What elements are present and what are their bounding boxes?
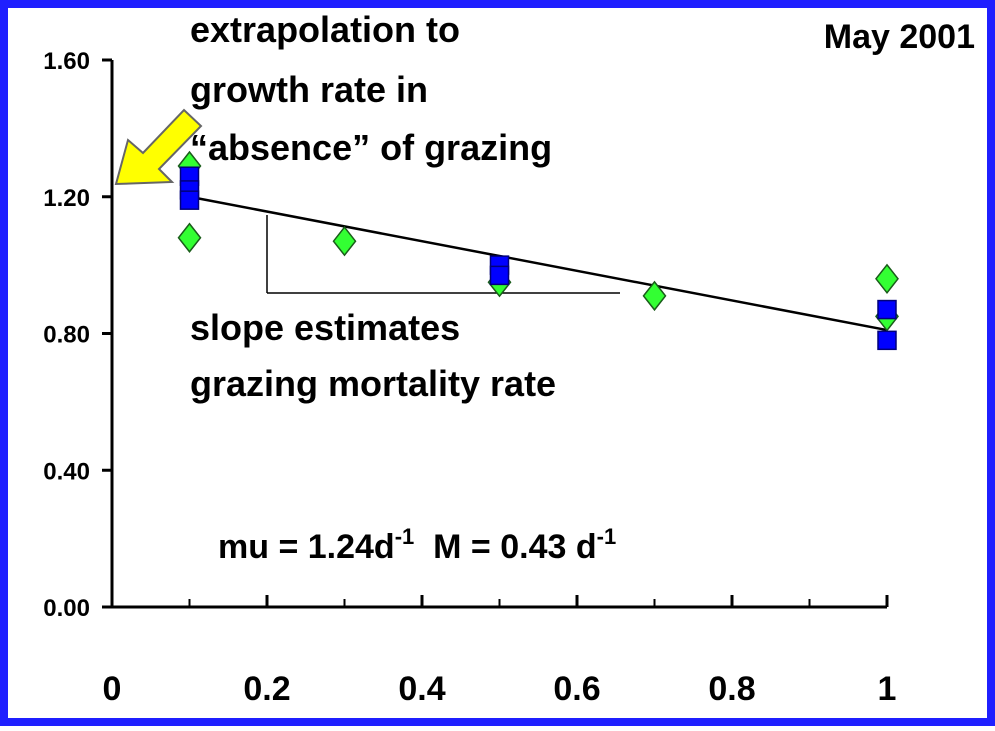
point bbox=[875, 263, 899, 295]
annotation: extrapolation to bbox=[190, 9, 460, 50]
equation-part: M = 0.43 d bbox=[414, 528, 596, 566]
point bbox=[877, 299, 897, 320]
y-tick-label: 0.80 bbox=[43, 322, 90, 349]
x-tick-label: 0.8 bbox=[708, 670, 755, 708]
chart-title: May 2001 bbox=[824, 18, 975, 56]
equation-part: mu = 1.24d bbox=[218, 528, 395, 566]
annotation: “absence” of grazing bbox=[190, 127, 552, 168]
equation-superscript: -1 bbox=[597, 524, 617, 549]
equation-superscript: -1 bbox=[395, 524, 415, 549]
annotation: grazing mortality rate bbox=[190, 363, 556, 404]
fit-line bbox=[189, 195, 888, 332]
annotation: growth rate in bbox=[190, 69, 428, 110]
point bbox=[642, 280, 667, 312]
point bbox=[177, 222, 202, 253]
x-tick-label: 0 bbox=[103, 670, 122, 708]
equation: mu = 1.24d-1 M = 0.43 d-1 bbox=[218, 524, 616, 566]
point bbox=[489, 265, 510, 286]
y-tick-label: 1.20 bbox=[43, 185, 90, 212]
point bbox=[179, 190, 200, 210]
y-tick-label: 1.60 bbox=[43, 48, 90, 75]
y-tick-label: 0.00 bbox=[43, 595, 90, 622]
y-tick-label: 0.40 bbox=[43, 458, 90, 485]
point bbox=[332, 225, 357, 257]
x-tick-label: 0.6 bbox=[553, 670, 600, 708]
point bbox=[877, 330, 897, 351]
arrow bbox=[114, 108, 203, 186]
x-tick-label: 0.2 bbox=[243, 670, 290, 708]
annotation: slope estimates bbox=[190, 307, 460, 348]
x-tick-label: 0.4 bbox=[398, 670, 445, 708]
x-tick-label: 1 bbox=[878, 670, 897, 708]
